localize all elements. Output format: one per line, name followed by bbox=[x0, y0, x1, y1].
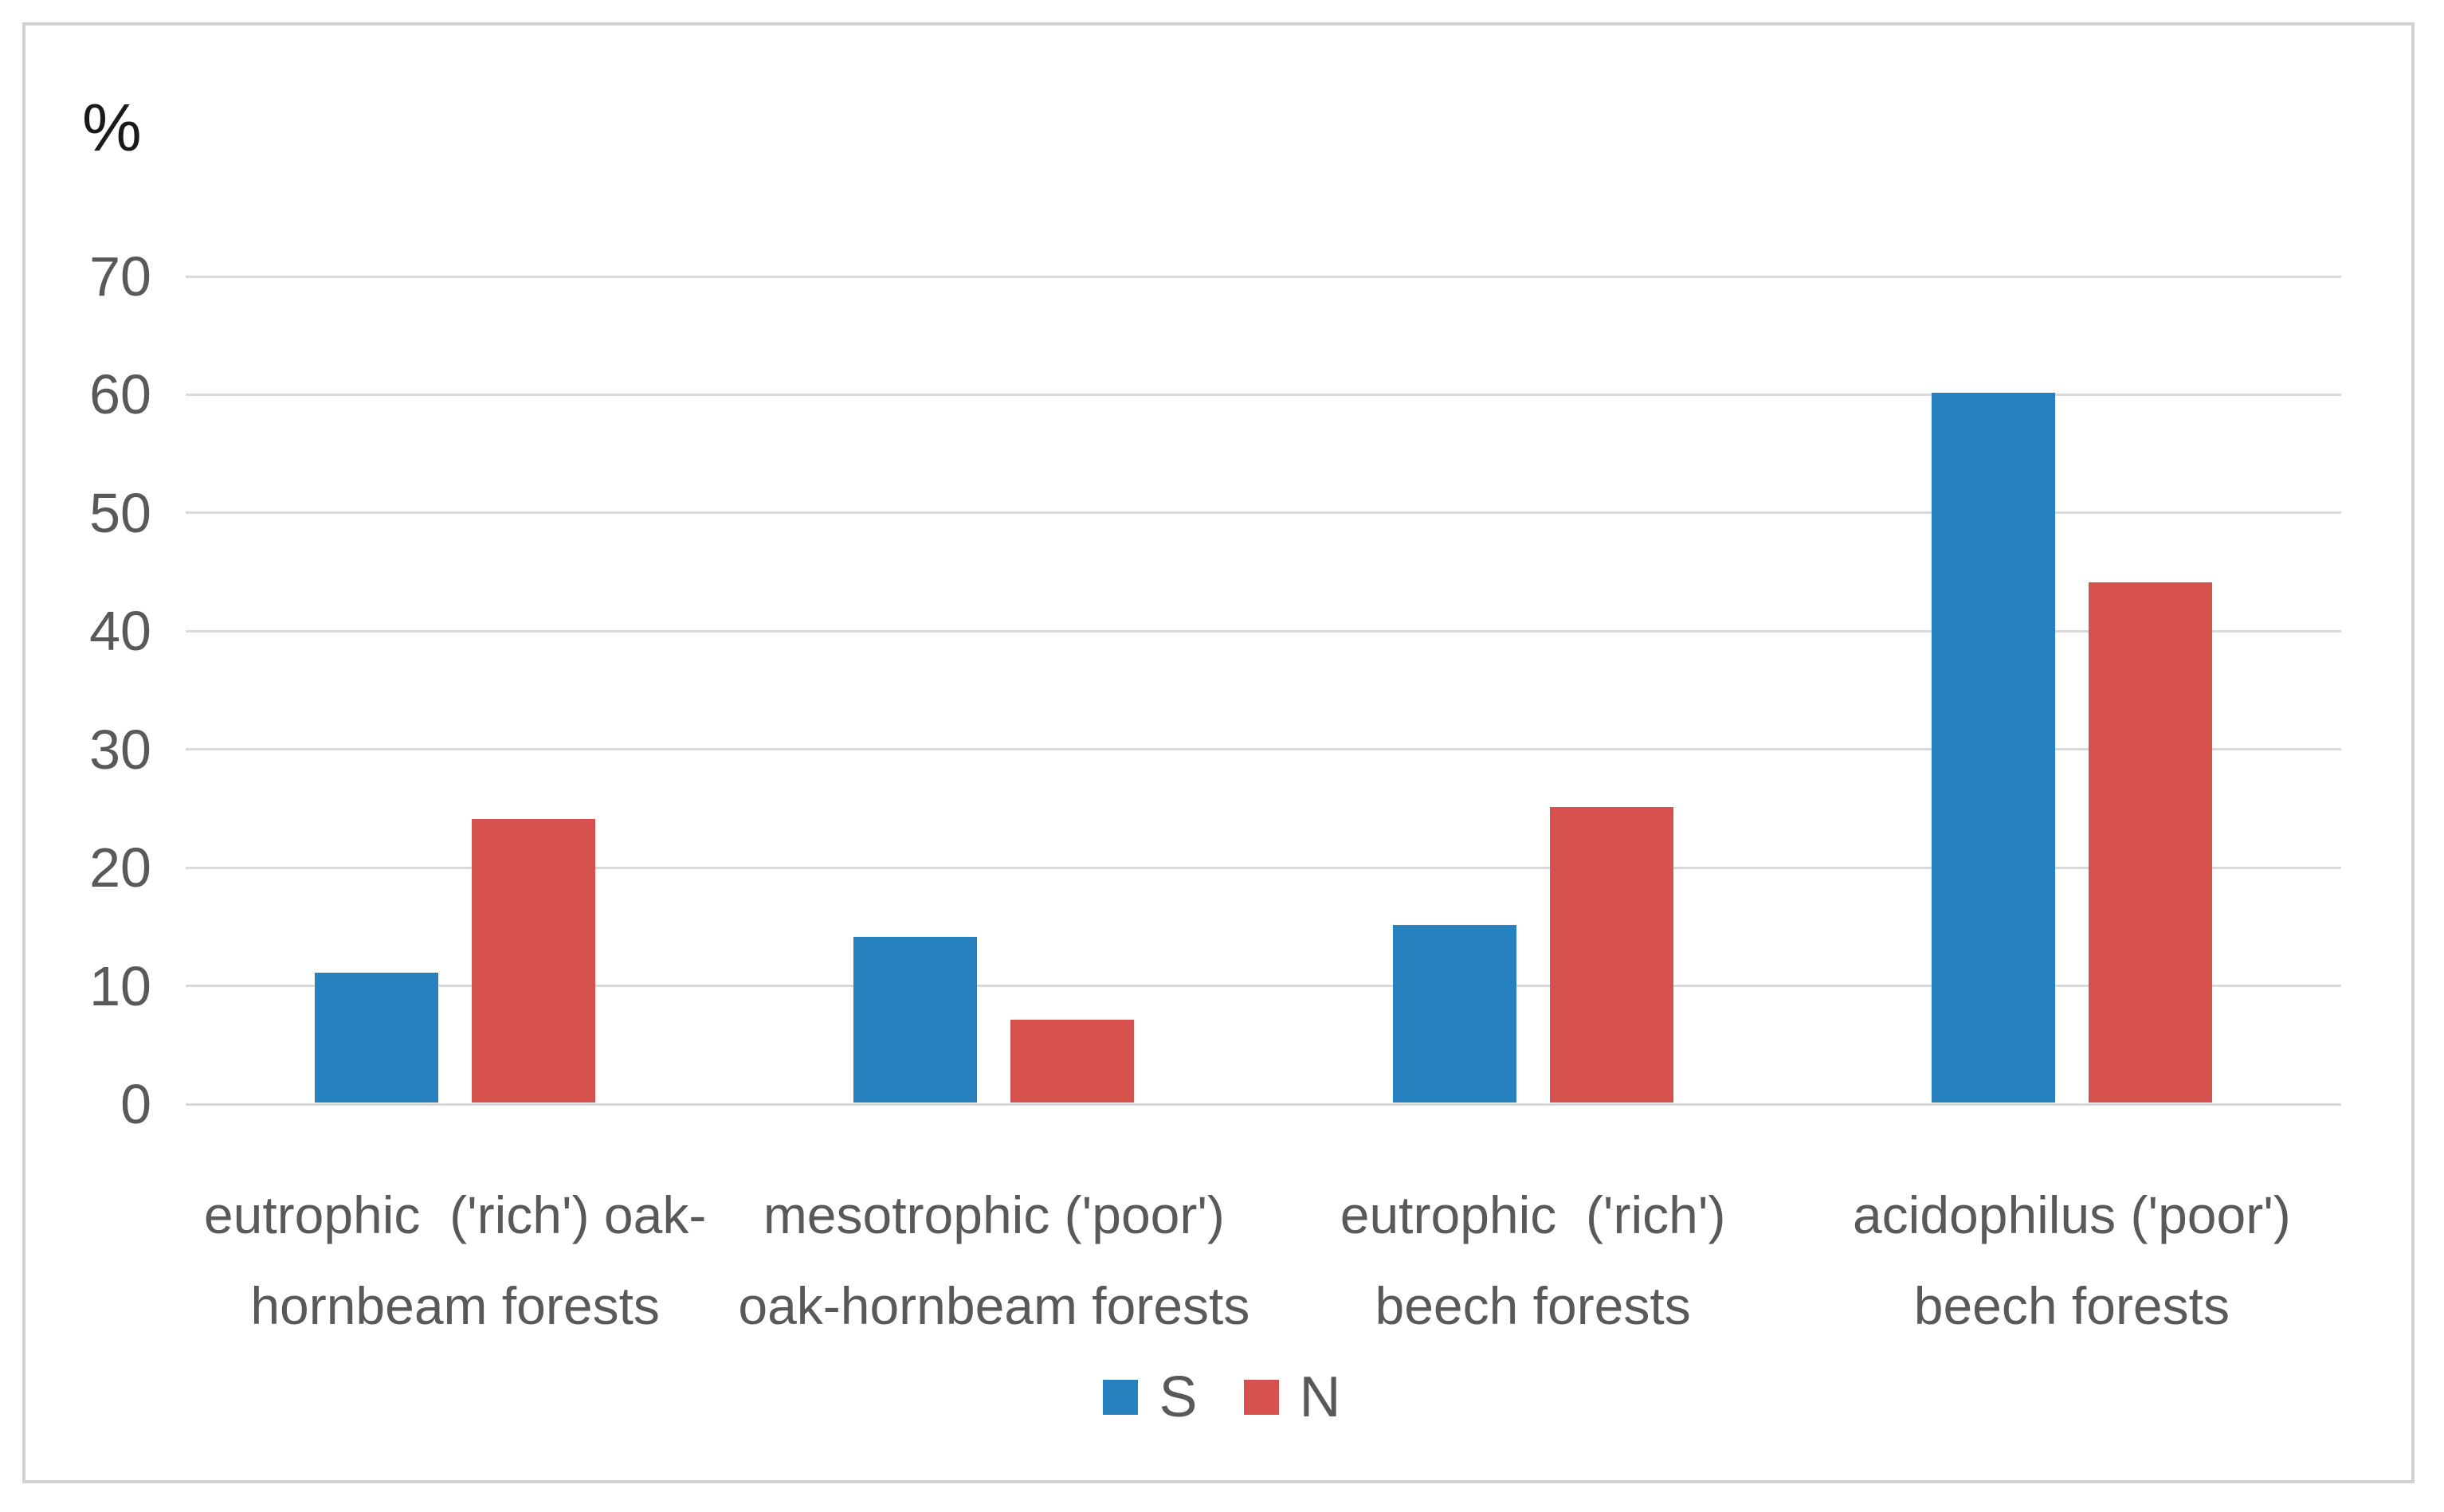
bar-n-3 bbox=[2088, 582, 2212, 1103]
y-tick-label-30: 30 bbox=[89, 718, 151, 781]
category-label-line: mesotrophic ('poor') bbox=[763, 1185, 1225, 1244]
legend-swatch-n-icon bbox=[1243, 1380, 1279, 1415]
gridline-50 bbox=[186, 511, 2341, 515]
bar-s-3 bbox=[1931, 393, 2055, 1103]
category-label-3: acidophilus ('poor') beech forests bbox=[1803, 1169, 2341, 1351]
legend-item-s: S bbox=[1103, 1365, 1198, 1429]
y-tick-label-70: 70 bbox=[89, 245, 151, 307]
category-label-line: acidophilus ('poor') bbox=[1852, 1185, 2291, 1244]
y-tick-label-20: 20 bbox=[89, 836, 151, 899]
gridline-20 bbox=[186, 866, 2341, 869]
y-tick-label-60: 60 bbox=[89, 363, 151, 426]
bar-s-0 bbox=[315, 972, 439, 1103]
legend-label-s: S bbox=[1159, 1365, 1198, 1429]
gridline-30 bbox=[186, 748, 2341, 751]
legend-item-n: N bbox=[1243, 1365, 1341, 1429]
bar-n-1 bbox=[1010, 1020, 1135, 1103]
bar-n-0 bbox=[472, 818, 596, 1103]
y-tick-label-0: 0 bbox=[120, 1073, 151, 1135]
gridline-60 bbox=[186, 393, 2341, 396]
category-label-line: beech forests bbox=[1375, 1276, 1691, 1335]
category-label-1: mesotrophic ('poor') oak-hornbeam forests bbox=[724, 1169, 1263, 1351]
bar-s-1 bbox=[853, 937, 978, 1103]
y-tick-label-40: 40 bbox=[89, 600, 151, 663]
y-tick-label-50: 50 bbox=[89, 481, 151, 544]
category-label-line: eutrophic ('rich') oak- bbox=[203, 1185, 707, 1244]
category-label-line: beech forests bbox=[1913, 1276, 2230, 1335]
gridline-40 bbox=[186, 629, 2341, 633]
category-label-line: oak-hornbeam forests bbox=[738, 1276, 1250, 1335]
bar-s-2 bbox=[1392, 925, 1516, 1103]
y-tick-label-10: 10 bbox=[89, 954, 151, 1017]
category-label-line: hornbeam forests bbox=[250, 1276, 660, 1335]
bar-n-2 bbox=[1549, 806, 1673, 1103]
plot-area bbox=[186, 275, 2341, 1106]
legend-label-n: N bbox=[1299, 1365, 1341, 1429]
y-axis-unit-label: % bbox=[82, 90, 142, 165]
gridline-70 bbox=[186, 275, 2341, 278]
category-label-0: eutrophic ('rich') oak-hornbeam forests bbox=[186, 1169, 724, 1351]
gridline-10 bbox=[186, 985, 2341, 988]
gridline-0 bbox=[186, 1103, 2341, 1106]
category-label-line: eutrophic ('rich') bbox=[1340, 1185, 1726, 1244]
legend-swatch-s-icon bbox=[1103, 1380, 1139, 1415]
category-label-2: eutrophic ('rich') beech forests bbox=[1264, 1169, 1803, 1351]
